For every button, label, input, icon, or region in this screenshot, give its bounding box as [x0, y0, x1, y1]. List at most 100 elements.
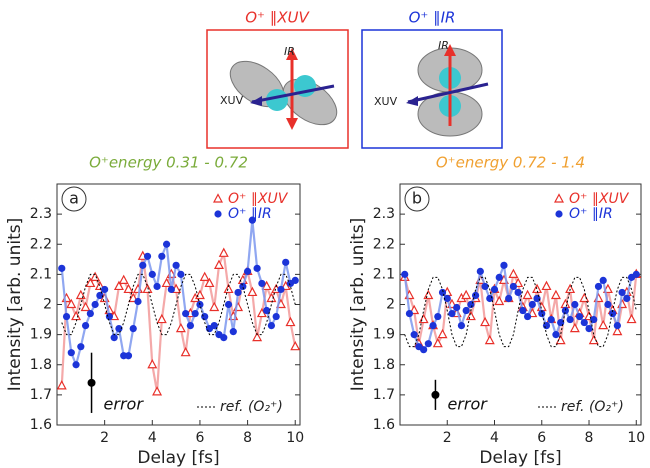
- marker: [484, 334, 495, 345]
- marker: [80, 301, 91, 312]
- marker: [101, 285, 109, 294]
- marker: [505, 294, 513, 303]
- marker: [579, 292, 590, 303]
- marker: [448, 309, 456, 318]
- y-tick-label: 1.9: [373, 327, 395, 343]
- marker: [167, 285, 175, 294]
- marker: [85, 277, 96, 288]
- error-point: [87, 378, 96, 387]
- x-tick-label: 2: [100, 430, 109, 446]
- marker: [147, 358, 158, 369]
- marker: [472, 291, 480, 300]
- x-tick-label: 6: [195, 430, 204, 446]
- marker: [247, 286, 258, 297]
- x-tick-label: 10: [286, 430, 304, 446]
- marker: [158, 252, 166, 260]
- marker: [113, 280, 124, 291]
- marker: [182, 309, 190, 318]
- y-tick-label: 1.6: [373, 417, 395, 433]
- marker: [575, 312, 584, 321]
- marker: [401, 270, 409, 278]
- marker: [626, 313, 637, 324]
- legend-label: ref. (O₂⁺): [220, 399, 283, 415]
- error-label: error: [104, 395, 145, 414]
- marker: [533, 294, 541, 303]
- marker: [152, 386, 163, 396]
- marker: [609, 309, 617, 318]
- xuv-label: XUV: [374, 95, 398, 108]
- panel-badge: [404, 186, 430, 212]
- series-line: [403, 271, 638, 347]
- marker: [253, 264, 261, 272]
- ir-label: IR: [438, 39, 449, 52]
- marker: [432, 337, 443, 348]
- panel: O⁺energy 0.72 - 1.4 1.6 1.7 1.8 1.9 2 2.1 2.2 2.…: [348, 154, 645, 468]
- arrowhead: [250, 96, 262, 106]
- marker: [541, 280, 552, 291]
- marker: [405, 309, 414, 318]
- marker: [56, 380, 67, 390]
- marker: [438, 288, 447, 297]
- marker: [191, 309, 199, 318]
- marker: [199, 271, 210, 281]
- marker: [177, 270, 185, 278]
- arrowhead: [444, 44, 456, 56]
- marker: [443, 294, 451, 303]
- marker: [522, 289, 533, 300]
- marker: [267, 321, 276, 330]
- xuv-arrow: [251, 84, 335, 104]
- marker: [134, 297, 142, 306]
- y-axis-label: Intensity [arb. units]: [5, 218, 25, 391]
- panel-badge: [61, 186, 87, 212]
- marker: [508, 268, 519, 278]
- marker: [201, 312, 209, 321]
- marker: [223, 283, 234, 294]
- marker: [457, 321, 466, 330]
- marker: [90, 271, 101, 281]
- series-line: [61, 273, 296, 336]
- y-tick-label: 1.8: [30, 357, 52, 373]
- marker: [220, 334, 228, 342]
- marker: [214, 259, 224, 269]
- marker: [105, 312, 114, 321]
- y-tick-label: 1.7: [373, 387, 395, 403]
- marker: [481, 282, 489, 291]
- marker: [566, 315, 574, 324]
- marker: [490, 285, 499, 294]
- y-tick-label: 2: [43, 297, 52, 313]
- marker: [239, 282, 247, 291]
- marker: [590, 315, 598, 324]
- arrowhead: [286, 118, 298, 130]
- marker: [560, 298, 571, 309]
- marker: [594, 282, 603, 291]
- marker: [66, 298, 77, 309]
- marker: [91, 300, 99, 309]
- arrowhead: [406, 96, 418, 106]
- marker: [618, 288, 626, 297]
- box-title: O⁺ ∥XUV: [245, 9, 310, 27]
- marker: [623, 294, 631, 303]
- y-tick-label: 2.1: [373, 266, 395, 282]
- marker: [480, 316, 491, 327]
- x-tick-label: 4: [490, 430, 499, 446]
- panel-title: O⁺energy 0.72 - 1.4: [436, 154, 585, 172]
- marker: [418, 313, 429, 324]
- box: [361, 29, 503, 149]
- legend-swatch: [554, 193, 564, 203]
- marker: [500, 261, 508, 269]
- marker: [571, 300, 579, 309]
- marker: [282, 258, 290, 266]
- marker: [423, 289, 434, 300]
- marker: [291, 276, 299, 284]
- xuv-arrow: [407, 82, 489, 104]
- marker: [172, 261, 180, 269]
- panel-label: b: [412, 189, 422, 208]
- marker: [410, 331, 418, 339]
- marker: [523, 312, 532, 321]
- marker: [585, 325, 593, 333]
- marker: [598, 319, 609, 330]
- marker: [143, 252, 152, 260]
- box-title: O⁺ ∥IR: [409, 9, 456, 27]
- box: [206, 29, 349, 149]
